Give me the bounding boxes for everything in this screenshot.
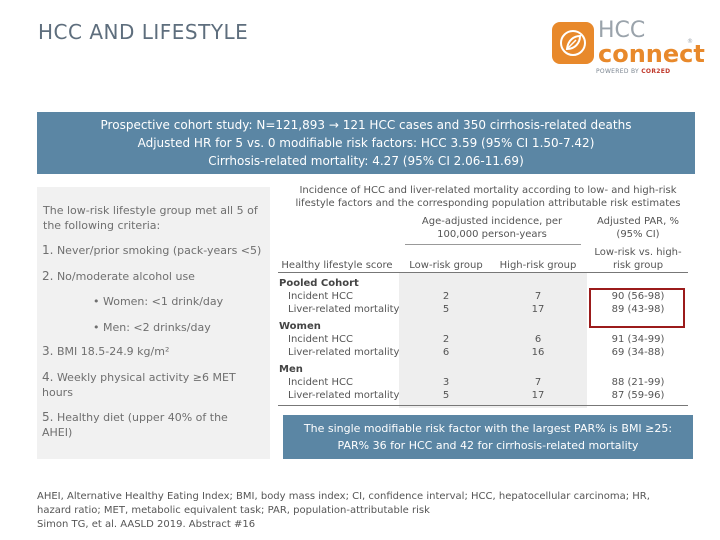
citation: Simon TG, et al. AASLD 2019. Abstract #1… bbox=[37, 519, 256, 530]
criteria-item: 1. Never/prior smoking (pack-years <5) bbox=[42, 243, 262, 257]
table-cell: 2 bbox=[442, 291, 450, 302]
banner-line: Adjusted HR for 5 vs. 0 modifiable risk … bbox=[137, 136, 595, 150]
study-summary-banner: Prospective cohort study: N=121,893 → 12… bbox=[37, 112, 695, 174]
table-cell: 7 bbox=[534, 291, 542, 302]
table-bottom-rule bbox=[278, 405, 688, 406]
pooled-par-highlight bbox=[589, 288, 685, 328]
logo-connect-text: connect bbox=[598, 40, 705, 68]
group-label: Women bbox=[279, 321, 321, 332]
criteria-item: 3. BMI 18.5-24.9 kg/m² bbox=[42, 344, 170, 358]
group-label: Pooled Cohort bbox=[279, 278, 359, 289]
row-label: Incident HCC bbox=[288, 334, 353, 345]
col-header-score: Healthy lifestyle score bbox=[281, 260, 393, 271]
table-cell: 7 bbox=[534, 377, 542, 388]
note-line: PAR% 36 for HCC and 42 for cirrhosis-rel… bbox=[337, 439, 639, 452]
header-rule bbox=[278, 272, 688, 273]
table-cell: 5 bbox=[442, 390, 450, 401]
table-caption: Incidence of HCC and liver-related morta… bbox=[295, 185, 681, 209]
table-cell: 87 (59-96) bbox=[611, 390, 665, 401]
slide-title: HCC AND LIFESTYLE bbox=[38, 20, 249, 44]
table-cell: 6 bbox=[442, 347, 450, 358]
row-label: Liver-related mortality bbox=[288, 304, 400, 315]
table-cell: 89 (43-98) bbox=[611, 304, 665, 315]
par-group-header: Adjusted PAR, % (95% CI) bbox=[597, 216, 679, 240]
col-header-high: High-risk group bbox=[499, 260, 577, 271]
banner-line: Cirrhosis-related mortality: 4.27 (95% C… bbox=[208, 154, 524, 168]
criteria-item: 2. No/moderate alcohol use bbox=[42, 269, 195, 283]
col-header-par: Low-risk vs. high-risk group bbox=[594, 247, 682, 271]
footnote-line: hazard ratio; MET, metabolic equivalent … bbox=[37, 505, 430, 516]
col-header-low: Low-risk group bbox=[409, 260, 483, 271]
criteria-item: 5. Healthy diet (upper 40% of the AHEI) bbox=[42, 410, 228, 439]
table-cell: 6 bbox=[534, 334, 542, 345]
footnote-line: AHEI, Alternative Healthy Eating Index; … bbox=[37, 491, 650, 502]
logo-powered-by: POWERED BY COR2ED bbox=[596, 68, 671, 75]
header-divider bbox=[405, 244, 581, 245]
table-cell: 5 bbox=[442, 304, 450, 315]
table-cell: 88 (21-99) bbox=[611, 377, 665, 388]
row-label: Liver-related mortality bbox=[288, 390, 400, 401]
logo-registered-mark: ® bbox=[687, 38, 693, 45]
criteria-intro: The low-risk lifestyle group met all 5 o… bbox=[43, 204, 258, 232]
incidence-group-header: Age-adjusted incidence, per 100,000 pers… bbox=[421, 216, 563, 240]
logo-hcc-text: HCC bbox=[598, 18, 646, 43]
table-cell: 17 bbox=[531, 390, 545, 401]
group-label: Men bbox=[279, 364, 303, 375]
key-finding-note: The single modifiable risk factor with t… bbox=[283, 415, 693, 459]
footnote: AHEI, Alternative Healthy Eating Index; … bbox=[37, 490, 697, 532]
leaf-icon bbox=[552, 22, 594, 64]
table-cell: 17 bbox=[531, 304, 545, 315]
hcc-connect-logo: HCC connect ® POWERED BY COR2ED bbox=[552, 18, 705, 80]
criteria-item: 4. Weekly physical activity ≥6 MET hours bbox=[42, 370, 236, 399]
row-label: Liver-related mortality bbox=[288, 347, 400, 358]
incidence-shading bbox=[399, 273, 587, 408]
table-cell: 91 (34-99) bbox=[611, 334, 665, 345]
table-cell: 90 (56-98) bbox=[611, 291, 665, 302]
row-label: Incident HCC bbox=[288, 291, 353, 302]
table-cell: 16 bbox=[531, 347, 545, 358]
table-cell: 3 bbox=[442, 377, 450, 388]
table-cell: 69 (34-88) bbox=[611, 347, 665, 358]
note-line: The single modifiable risk factor with t… bbox=[303, 422, 673, 435]
banner-line: Prospective cohort study: N=121,893 → 12… bbox=[100, 118, 632, 132]
criteria-panel: The low-risk lifestyle group met all 5 o… bbox=[37, 187, 270, 459]
criteria-sub-item: • Men: <2 drinks/day bbox=[93, 321, 211, 334]
row-label: Incident HCC bbox=[288, 377, 353, 388]
table-cell: 2 bbox=[442, 334, 450, 345]
criteria-sub-item: • Women: <1 drink/day bbox=[93, 295, 224, 308]
